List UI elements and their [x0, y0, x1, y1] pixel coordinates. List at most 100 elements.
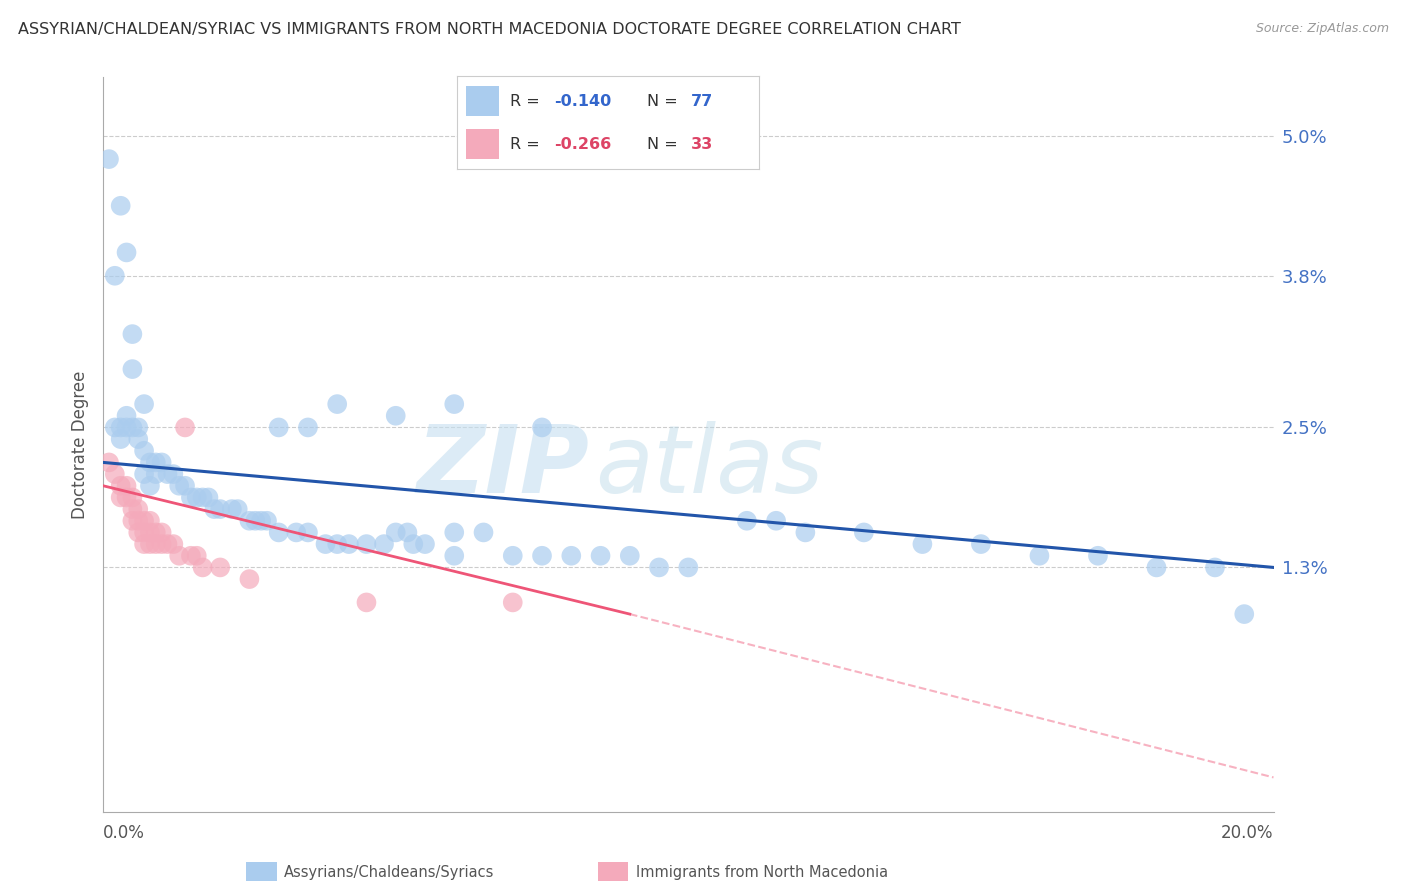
Point	[127, 502, 149, 516]
Point	[1204, 560, 1226, 574]
Point	[139, 455, 162, 469]
Point	[127, 525, 149, 540]
Point	[560, 549, 582, 563]
Point	[297, 420, 319, 434]
Bar	[465, 87, 499, 116]
Text: N =: N =	[647, 94, 683, 109]
Point	[121, 420, 143, 434]
Point	[127, 420, 149, 434]
Point	[256, 514, 278, 528]
Text: ASSYRIAN/CHALDEAN/SYRIAC VS IMMIGRANTS FROM NORTH MACEDONIA DOCTORATE DEGREE COR: ASSYRIAN/CHALDEAN/SYRIAC VS IMMIGRANTS F…	[18, 22, 962, 37]
Point	[191, 560, 214, 574]
Point	[678, 560, 700, 574]
Point	[145, 455, 167, 469]
Text: ZIP: ZIP	[416, 421, 589, 513]
Point	[402, 537, 425, 551]
Point	[765, 514, 787, 528]
Point	[250, 514, 273, 528]
Point	[267, 420, 290, 434]
Point	[396, 525, 419, 540]
Text: Immigrants from North Macedonia: Immigrants from North Macedonia	[636, 865, 887, 880]
Point	[150, 525, 173, 540]
Point	[156, 537, 179, 551]
Point	[139, 525, 162, 540]
Point	[443, 397, 465, 411]
Point	[104, 467, 127, 481]
Point	[139, 514, 162, 528]
Point	[98, 152, 121, 166]
Text: 20.0%: 20.0%	[1220, 824, 1274, 842]
Point	[384, 525, 406, 540]
Point	[326, 397, 349, 411]
Text: 0.0%: 0.0%	[103, 824, 145, 842]
Point	[226, 502, 249, 516]
Point	[267, 525, 290, 540]
Point	[139, 537, 162, 551]
Point	[180, 549, 202, 563]
Bar	[465, 129, 499, 159]
Text: -0.266: -0.266	[554, 136, 612, 152]
Point	[852, 525, 875, 540]
Point	[115, 491, 138, 505]
Point	[648, 560, 671, 574]
Point	[443, 549, 465, 563]
Point	[150, 455, 173, 469]
Point	[413, 537, 436, 551]
Point	[326, 537, 349, 551]
Point	[167, 479, 190, 493]
Text: -0.140: -0.140	[554, 94, 612, 109]
Point	[132, 514, 155, 528]
Point	[121, 362, 143, 376]
Point	[502, 595, 524, 609]
Point	[167, 549, 190, 563]
Point	[245, 514, 267, 528]
Point	[115, 245, 138, 260]
Point	[110, 432, 132, 446]
Point	[1233, 607, 1256, 621]
Point	[337, 537, 360, 551]
Point	[443, 525, 465, 540]
Point	[531, 420, 554, 434]
Point	[186, 491, 208, 505]
Point	[162, 537, 184, 551]
Point	[531, 549, 554, 563]
Point	[238, 572, 260, 586]
Point	[472, 525, 495, 540]
Point	[238, 514, 260, 528]
Point	[132, 537, 155, 551]
Text: R =: R =	[510, 136, 544, 152]
Point	[121, 502, 143, 516]
Point	[209, 560, 232, 574]
Point	[132, 397, 155, 411]
Point	[127, 514, 149, 528]
Point	[202, 502, 225, 516]
Point	[1087, 549, 1109, 563]
Point	[139, 479, 162, 493]
Point	[121, 514, 143, 528]
Point	[110, 199, 132, 213]
Point	[174, 420, 197, 434]
Point	[156, 467, 179, 481]
Point	[197, 491, 219, 505]
Point	[285, 525, 308, 540]
Y-axis label: Doctorate Degree: Doctorate Degree	[72, 371, 89, 519]
Point	[110, 479, 132, 493]
Point	[115, 420, 138, 434]
Point	[115, 409, 138, 423]
Point	[174, 479, 197, 493]
Point	[110, 420, 132, 434]
Point	[145, 537, 167, 551]
Point	[619, 549, 641, 563]
Point	[297, 525, 319, 540]
Point	[794, 525, 817, 540]
Point	[132, 443, 155, 458]
Point	[356, 537, 378, 551]
Point	[589, 549, 612, 563]
Point	[186, 549, 208, 563]
Point	[121, 491, 143, 505]
Point	[911, 537, 934, 551]
Point	[735, 514, 758, 528]
Point	[98, 455, 121, 469]
Text: atlas: atlas	[595, 422, 823, 513]
Point	[384, 409, 406, 423]
